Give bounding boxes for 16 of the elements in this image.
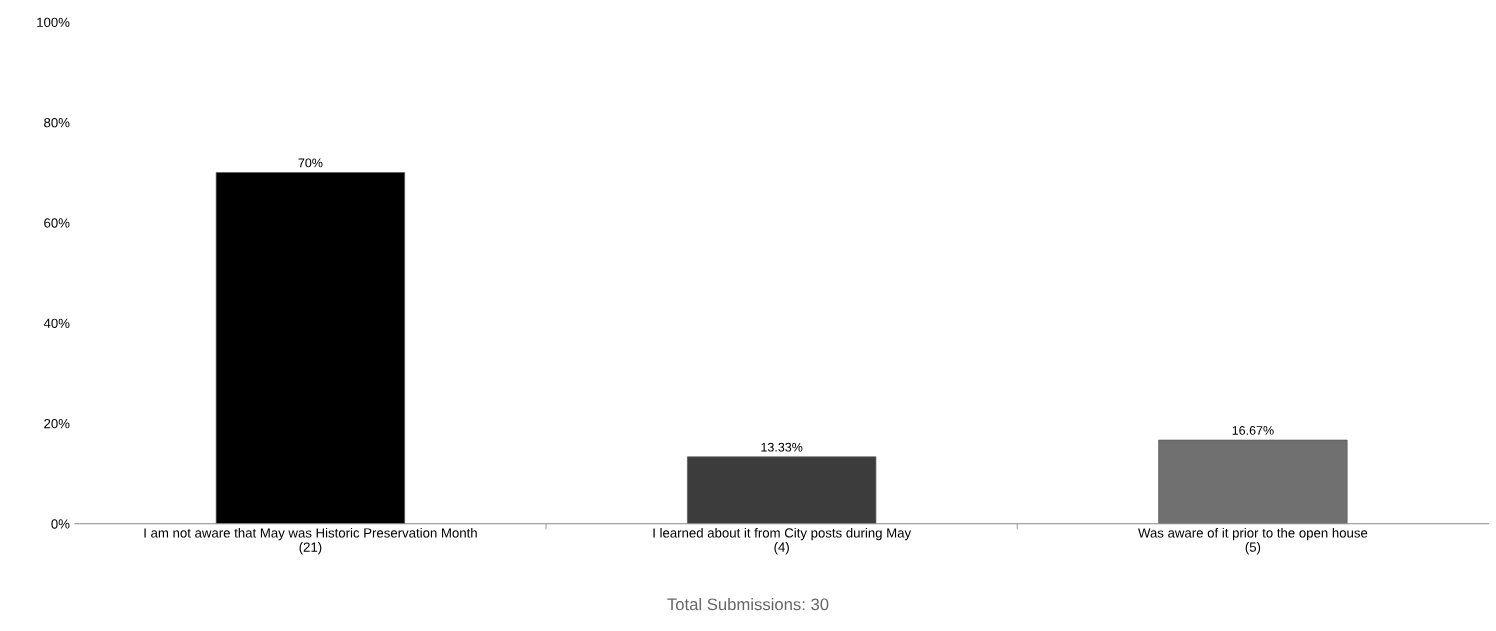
y-tick-label: 20% xyxy=(44,418,70,429)
data-label: 13.33% xyxy=(761,442,803,452)
text: Total Submissions: 30 xyxy=(667,597,829,611)
x-tick-label: I am not aware that May was Historic Preservation Month (21) xyxy=(144,527,477,555)
bar xyxy=(687,456,877,524)
y-tick-label: 0% xyxy=(51,519,70,529)
data-label: 16.67% xyxy=(1232,426,1274,435)
y-tick-label: 100% xyxy=(37,17,70,27)
data-label: 70% xyxy=(298,158,323,168)
y-tick-label: 40% xyxy=(43,318,70,328)
y-tick-label: 60% xyxy=(44,218,70,228)
y-tick-label: 80% xyxy=(44,117,70,128)
x-tick-label: Was aware of it prior to the open house (5) xyxy=(1138,527,1368,555)
x-tick-label: I learned about it from City posts during May (4) xyxy=(653,527,912,555)
bar xyxy=(1158,439,1348,524)
bar xyxy=(215,172,406,524)
